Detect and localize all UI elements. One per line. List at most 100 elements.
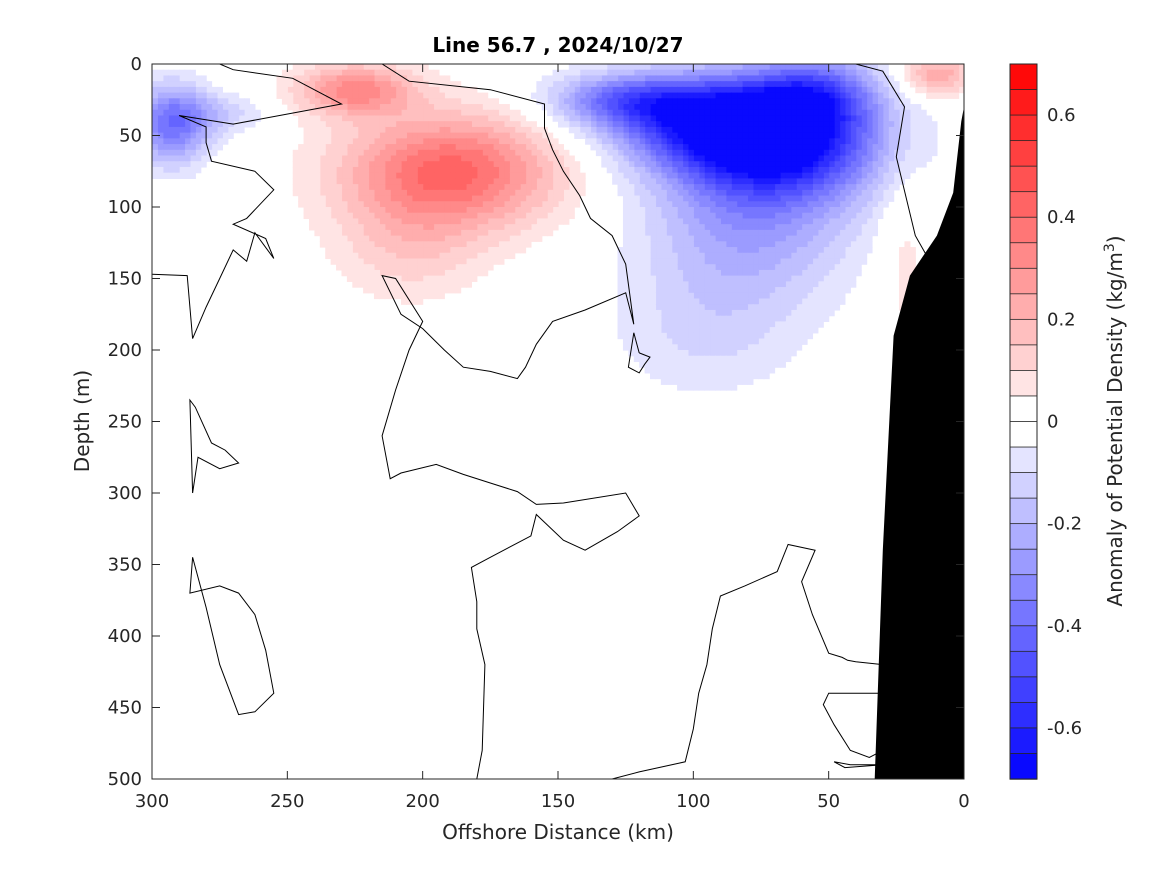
field-cell: [622, 309, 629, 317]
field-cell: [817, 144, 824, 151]
field-cell: [828, 275, 835, 282]
field-cell: [639, 321, 646, 328]
field-cell: [363, 115, 370, 122]
field-cell: [622, 224, 629, 231]
field-cell: [904, 247, 911, 254]
field-cell: [514, 172, 521, 179]
field-cell: [714, 292, 721, 300]
field-cell: [211, 109, 218, 117]
field-cell: [899, 126, 906, 134]
field-cell: [308, 155, 315, 162]
field-cell: [195, 126, 202, 134]
field-cell: [622, 235, 629, 242]
field-cell: [817, 315, 824, 322]
field-cell: [152, 104, 159, 111]
field-cell: [319, 132, 326, 139]
field-cell: [406, 287, 413, 294]
field-cell: [168, 109, 175, 117]
field-cell: [807, 224, 814, 231]
field-cell: [493, 241, 500, 248]
field-cell: [720, 241, 727, 248]
field-cell: [644, 355, 651, 363]
field-cell: [541, 98, 548, 105]
field-cell: [650, 281, 657, 288]
field-cell: [520, 201, 527, 208]
field-cell: [390, 92, 397, 99]
field-cell: [541, 75, 548, 82]
field-cell: [758, 321, 765, 328]
field-cell: [395, 178, 402, 185]
field-cell: [904, 104, 911, 111]
field-cell: [828, 166, 835, 174]
colorbar-segment: [1009, 548, 1038, 576]
field-cell: [319, 201, 326, 208]
field-cell: [666, 109, 673, 117]
field-cell: [330, 98, 337, 105]
field-cell: [622, 189, 629, 197]
field-cell: [655, 275, 662, 282]
field-cell: [790, 309, 797, 317]
field-cell: [574, 166, 581, 174]
field-cell: [861, 252, 868, 260]
field-cell: [866, 155, 873, 162]
field-cell: [460, 269, 467, 277]
field-cell: [742, 269, 749, 277]
field-cell: [785, 161, 792, 168]
field-cell: [920, 81, 927, 88]
field-cell: [520, 218, 527, 225]
field-cell: [401, 241, 408, 248]
field-cell: [395, 258, 402, 265]
field-cell: [769, 361, 776, 368]
field-cell: [341, 201, 348, 208]
field-cell: [617, 172, 624, 179]
field-cell: [660, 201, 667, 208]
field-cell: [709, 224, 716, 231]
field-cell: [693, 292, 700, 300]
field-cell: [785, 92, 792, 99]
field-cell: [747, 172, 754, 179]
field-cell: [341, 224, 348, 231]
field-cell: [834, 189, 841, 197]
field-cell: [817, 121, 824, 128]
field-cell: [666, 184, 673, 191]
field-cell: [801, 172, 808, 179]
field-cell: [866, 224, 873, 231]
field-cell: [498, 218, 505, 225]
field-cell: [812, 309, 819, 317]
field-cell: [406, 92, 413, 99]
field-cell: [823, 292, 830, 300]
field-cell: [801, 275, 808, 282]
field-cell: [752, 115, 759, 122]
colorbar-segment: [1009, 293, 1038, 321]
colorbar-segment: [1009, 395, 1038, 423]
field-cell: [736, 92, 743, 99]
field-cell: [769, 298, 776, 305]
field-cell: [433, 229, 440, 237]
field-cell: [336, 149, 343, 157]
field-cell: [292, 104, 299, 111]
field-cell: [525, 126, 532, 134]
field-cell: [671, 121, 678, 128]
colorbar-segment: [1009, 599, 1038, 627]
field-cell: [666, 321, 673, 328]
field-cell: [758, 86, 765, 94]
field-cell: [476, 155, 483, 162]
field-cell: [850, 126, 857, 134]
field-cell: [438, 86, 445, 94]
field-cell: [406, 195, 413, 202]
field-cell: [866, 64, 873, 71]
field-cell: [704, 229, 711, 237]
field-cell: [909, 75, 916, 82]
field-cell: [330, 224, 337, 231]
field-cell: [882, 104, 889, 111]
field-cell: [314, 178, 321, 185]
field-cell: [844, 189, 851, 197]
field-cell: [812, 184, 819, 191]
field-cell: [287, 69, 294, 77]
field-cell: [449, 172, 456, 179]
field-cell: [179, 75, 186, 82]
field-cell: [844, 247, 851, 254]
field-cell: [476, 264, 483, 271]
field-cell: [650, 218, 657, 225]
field-cell: [390, 258, 397, 265]
